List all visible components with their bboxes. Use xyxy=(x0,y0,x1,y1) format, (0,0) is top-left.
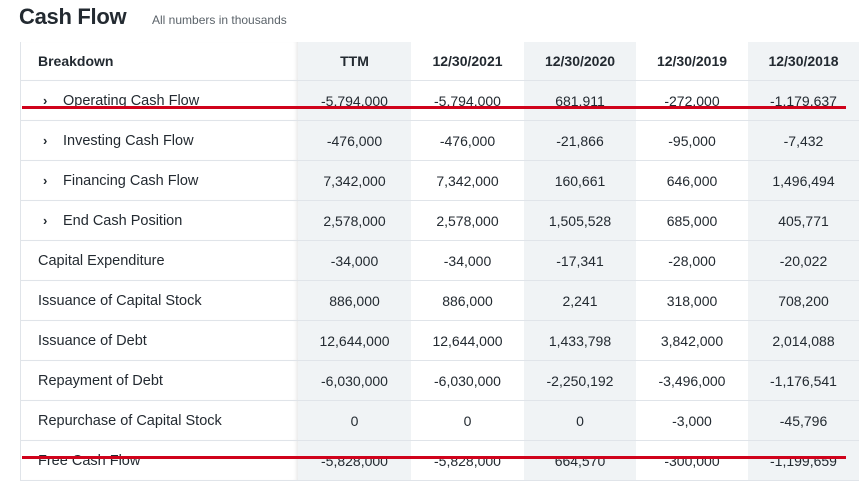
value-cell: 2,241 xyxy=(524,281,636,320)
table-row: › Investing Cash Flow -476,000 -476,000 -21,… xyxy=(21,121,859,161)
value-cell: 681,911 xyxy=(524,81,636,120)
table-row: Repayment of Debt -6,030,000 -6,030,000 -2,… xyxy=(21,361,859,401)
value-cell: -6,030,000 xyxy=(434,372,501,389)
row-label-text: Free Cash Flow xyxy=(38,452,141,469)
value-cell: 3,842,000 xyxy=(660,332,724,349)
cash-flow-table: Breakdown TTM 12/30/2021 12/30/2020 12/3… xyxy=(20,42,859,481)
column-header[interactable]: 12/30/2019 xyxy=(656,53,728,69)
value-cell: 886,000 xyxy=(442,292,493,309)
value-cell: 1,496,494 xyxy=(748,161,859,200)
chevron-right-icon[interactable]: › xyxy=(43,173,48,188)
row-label-text: End Cash Position xyxy=(63,212,183,229)
value-cell: 12,644,000 xyxy=(298,321,411,360)
value-cell: 886,000 xyxy=(298,281,411,320)
row-label-text: Investing Cash Flow xyxy=(63,132,194,149)
row-label-text: Issuance of Debt xyxy=(38,332,147,349)
highlight-underline-free-cash-flow xyxy=(22,456,846,459)
table-row: Issuance of Debt 12,644,000 12,644,000 1,43… xyxy=(21,321,859,361)
row-label[interactable]: › Financing Cash Flow xyxy=(21,161,298,200)
value-cell: -5,828,000 xyxy=(434,452,501,469)
page-title: Cash Flow xyxy=(19,4,127,29)
chevron-right-icon[interactable]: › xyxy=(43,93,48,108)
table-row: Repurchase of Capital Stock 0 0 0 -3,000 -45,… xyxy=(21,401,859,441)
value-cell: -21,866 xyxy=(524,121,636,160)
value-cell: 160,661 xyxy=(524,161,636,200)
value-cell: -5,794,000 xyxy=(298,81,411,120)
value-cell: -34,000 xyxy=(443,252,492,269)
column-header[interactable]: TTM xyxy=(298,42,411,80)
value-cell: 7,342,000 xyxy=(298,161,411,200)
value-cell: 2,578,000 xyxy=(298,201,411,240)
value-cell: -1,176,541 xyxy=(748,361,859,400)
row-label[interactable]: › Investing Cash Flow xyxy=(21,121,298,160)
value-cell: 708,200 xyxy=(748,281,859,320)
value-cell: 7,342,000 xyxy=(436,172,499,189)
row-label: Capital Expenditure xyxy=(21,241,298,280)
value-cell: -17,341 xyxy=(524,241,636,280)
table-header-row: Breakdown TTM 12/30/2021 12/30/2020 12/3… xyxy=(21,42,859,81)
value-cell: -5,794,000 xyxy=(434,92,501,109)
table-row: › Operating Cash Flow -5,794,000 -5,794,000… xyxy=(21,81,859,121)
row-label-text: Operating Cash Flow xyxy=(63,92,200,109)
value-cell: -2,250,192 xyxy=(524,361,636,400)
value-cell: 664,570 xyxy=(524,441,636,480)
value-cell: -6,030,000 xyxy=(298,361,411,400)
table-row: Capital Expenditure -34,000 -34,000 -17,341… xyxy=(21,241,859,281)
row-label: Repurchase of Capital Stock xyxy=(21,401,298,440)
value-cell: 405,771 xyxy=(748,201,859,240)
row-label-text: Repayment of Debt xyxy=(38,372,163,389)
table-row: Free Cash Flow -5,828,000 -5,828,000 664,57… xyxy=(21,441,859,481)
value-cell: 1,433,798 xyxy=(524,321,636,360)
value-cell: -476,000 xyxy=(298,121,411,160)
value-cell: 0 xyxy=(298,401,411,440)
value-cell: -7,432 xyxy=(748,121,859,160)
value-cell: -3,000 xyxy=(672,412,712,429)
chevron-right-icon[interactable]: › xyxy=(43,213,48,228)
column-header[interactable]: 12/30/2018 xyxy=(748,42,859,80)
value-cell: 12,644,000 xyxy=(432,332,503,349)
row-label: Repayment of Debt xyxy=(21,361,298,400)
value-cell: 685,000 xyxy=(666,212,718,229)
value-cell: -272,000 xyxy=(664,92,720,109)
value-cell: -3,496,000 xyxy=(658,372,726,389)
row-label[interactable]: › End Cash Position xyxy=(21,201,298,240)
table-row: › End Cash Position 2,578,000 2,578,000 1,50… xyxy=(21,201,859,241)
value-cell: 2,578,000 xyxy=(436,212,499,229)
value-cell: 318,000 xyxy=(666,292,718,309)
breakdown-header: Breakdown xyxy=(21,42,298,80)
value-cell: 1,505,528 xyxy=(524,201,636,240)
value-cell: 2,014,088 xyxy=(748,321,859,360)
value-cell: -5,828,000 xyxy=(298,441,411,480)
value-cell: -34,000 xyxy=(298,241,411,280)
row-label-text: Capital Expenditure xyxy=(38,252,165,269)
value-cell: 0 xyxy=(463,412,472,429)
value-cell: -45,796 xyxy=(748,401,859,440)
row-label: Issuance of Capital Stock xyxy=(21,281,298,320)
units-note: All numbers in thousands xyxy=(152,13,287,27)
table-row: › Financing Cash Flow 7,342,000 7,342,000 16… xyxy=(21,161,859,201)
row-label-text: Issuance of Capital Stock xyxy=(38,292,202,309)
value-cell: -28,000 xyxy=(668,252,716,269)
value-cell: -300,000 xyxy=(664,452,720,469)
value-cell: -20,022 xyxy=(748,241,859,280)
value-cell: -476,000 xyxy=(439,132,496,149)
table-row: Issuance of Capital Stock 886,000 886,000 2… xyxy=(21,281,859,321)
column-header[interactable]: 12/30/2021 xyxy=(432,53,503,69)
chevron-right-icon[interactable]: › xyxy=(43,133,48,148)
value-cell: 646,000 xyxy=(666,172,718,189)
highlight-underline-operating xyxy=(22,106,846,109)
value-cell: 0 xyxy=(524,401,636,440)
column-header[interactable]: 12/30/2020 xyxy=(524,42,636,80)
value-cell: -95,000 xyxy=(668,132,716,149)
row-label[interactable]: › Operating Cash Flow xyxy=(21,81,298,120)
value-cell: -1,199,659 xyxy=(748,441,859,480)
row-label: Free Cash Flow xyxy=(21,441,298,480)
row-label-text: Repurchase of Capital Stock xyxy=(38,412,222,429)
row-label-text: Financing Cash Flow xyxy=(63,172,199,189)
row-label: Issuance of Debt xyxy=(21,321,298,360)
value-cell: -1,179,637 xyxy=(748,81,859,120)
table-body: › Operating Cash Flow -5,794,000 -5,794,000… xyxy=(21,81,859,481)
